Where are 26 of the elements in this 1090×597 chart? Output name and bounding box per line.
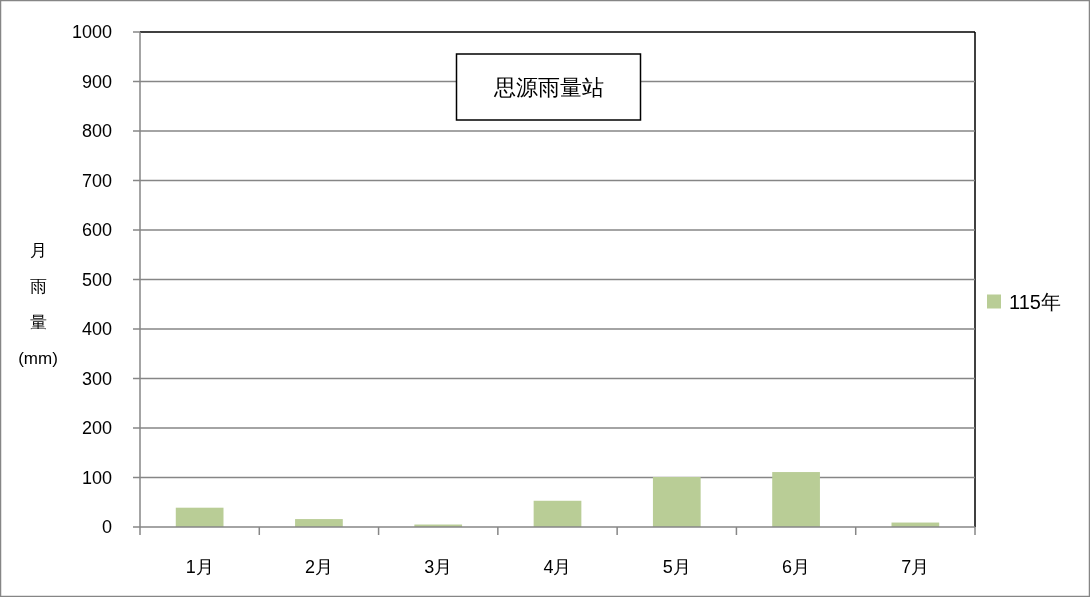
y-tick-label: 0 [101,517,112,537]
y-tick-label: 200 [81,418,112,438]
bar [533,500,582,527]
y-tick-label: 100 [81,467,112,488]
x-tick-label: 2月 [304,557,333,577]
y-tick-label: 900 [81,71,112,92]
x-tick-label: 6月 [782,557,811,577]
ylabel: 月雨量(mm) [18,241,58,368]
y-tick-label: 700 [81,170,112,191]
y-tick-label: 500 [81,269,112,290]
bar [652,477,701,527]
legend-label: 115年 [1009,290,1061,313]
x-tick-label: 3月 [424,557,453,577]
x-tick-label: 4月 [543,557,572,577]
legend: 115年 [987,290,1061,313]
y-tick-label: 1000 [71,22,112,42]
x-tick-label: 7月 [901,557,930,577]
y-tick-label: 600 [81,220,112,240]
y-tick-label: 400 [81,319,112,339]
y-tick-label: 800 [81,121,112,141]
x-tick-label: 5月 [662,557,691,577]
x-tick-label: 1月 [185,557,214,577]
bar [175,507,224,527]
y-tick-label: 300 [81,368,112,389]
bar [772,472,820,527]
title: 思源雨量站 [455,53,642,121]
